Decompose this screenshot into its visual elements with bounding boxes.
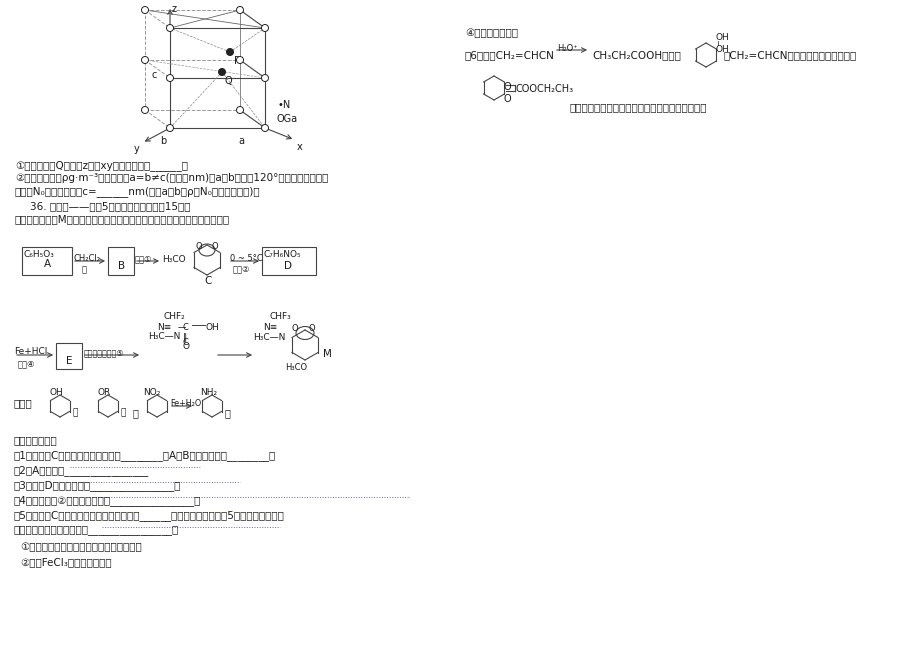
Text: OH: OH	[715, 45, 729, 54]
Text: OGa: OGa	[277, 114, 298, 124]
Text: a: a	[238, 136, 244, 146]
Text: 0 ~ 5°C: 0 ~ 5°C	[230, 254, 263, 263]
Text: 甲: 甲	[73, 408, 78, 417]
Text: （6）已知CH₂=CHCN: （6）已知CH₂=CHCN	[464, 50, 554, 60]
Text: ①画出晶胞中Q原子沿z轴在xy平面上的投影______。: ①画出晶胞中Q原子沿z轴在xy平面上的投影______。	[15, 160, 187, 171]
Text: （1）化合物C中的含氧官能团名称为________，A到B的反应类型为________。: （1）化合物C中的含氧官能团名称为________，A到B的反应类型为_____…	[14, 450, 276, 461]
Text: x: x	[297, 142, 302, 152]
Text: Fe+H₂O: Fe+H₂O	[170, 399, 201, 408]
Text: 据报道，化合物M对番茄灰霨菌有较好的抑菌活性，其合成路线如下图所示。: 据报道，化合物M对番茄灰霨菌有较好的抑菌活性，其合成路线如下图所示。	[15, 214, 230, 224]
Text: H₃CO: H₃CO	[162, 255, 186, 264]
Text: 乙: 乙	[121, 408, 126, 417]
Text: （4）写出反应②的化学方程式：________________。: （4）写出反应②的化学方程式：________________。	[14, 495, 201, 506]
Text: H₃CO: H₃CO	[285, 363, 307, 372]
Text: C: C	[204, 276, 211, 286]
Text: CH₃CH₂COOH，请以: CH₃CH₂COOH，请以	[591, 50, 680, 60]
Circle shape	[166, 25, 174, 31]
Text: OH: OH	[50, 388, 63, 397]
Circle shape	[236, 107, 244, 113]
Text: 的同分异构体的结构简式：________________。: 的同分异构体的结构简式：________________。	[14, 525, 179, 535]
Text: ①含苯环结构，能在碱性条件下发生水解；: ①含苯环结构，能在碱性条件下发生水解；	[20, 542, 142, 552]
Circle shape	[166, 124, 174, 132]
Text: •N: •N	[278, 100, 291, 110]
Text: ②能与FeCl₃发生显色反应；: ②能与FeCl₃发生显色反应；	[20, 557, 111, 567]
Text: N≡: N≡	[157, 323, 171, 332]
Circle shape	[236, 57, 244, 64]
Text: P: P	[233, 56, 240, 66]
Text: O: O	[183, 342, 190, 351]
Text: C: C	[183, 338, 188, 347]
Bar	[262, 247, 315, 275]
Text: COOCH₂CH₃: COOCH₂CH₃	[516, 84, 573, 94]
Text: CH₂Cl₂: CH₂Cl₂	[74, 254, 101, 263]
Circle shape	[261, 124, 268, 132]
Circle shape	[142, 107, 148, 113]
Text: 一定条件，反应⑤: 一定条件，反应⑤	[84, 348, 124, 357]
Text: 。: 。	[225, 408, 231, 418]
Text: O: O	[196, 242, 202, 251]
Text: O: O	[211, 242, 219, 251]
Text: —: —	[177, 323, 187, 332]
Text: 的値为N₀，则晶胞参数c=______nm(用含a、b、ρ、N₀的代数式表示)。: 的値为N₀，则晶胞参数c=______nm(用含a、b、ρ、N₀的代数式表示)。	[15, 186, 260, 197]
Circle shape	[142, 7, 148, 14]
Text: NH₂: NH₂	[199, 388, 217, 397]
Text: ，CH₂=CHCN和乙醇为原料合成化合物: ，CH₂=CHCN和乙醇为原料合成化合物	[723, 50, 857, 60]
Circle shape	[226, 49, 233, 55]
Circle shape	[236, 7, 244, 14]
Text: （2）A的名称为________________: （2）A的名称为________________	[14, 465, 149, 476]
Text: C: C	[183, 323, 188, 332]
Text: Fe+HCl: Fe+HCl	[14, 347, 47, 356]
Text: ；: ；	[133, 408, 139, 418]
Circle shape	[166, 74, 174, 81]
Text: A: A	[44, 259, 51, 269]
Text: OR: OR	[98, 388, 111, 397]
Text: 回答下列问题：: 回答下列问题：	[14, 435, 58, 445]
Text: N≡: N≡	[263, 323, 277, 332]
Text: ②该晶体密度为ρg·m⁻³，晶胞参数a=b≠c(单位：nm)，a、b夹角为120°，阿伏加德罗常数: ②该晶体密度为ρg·m⁻³，晶胞参数a=b≠c(单位：nm)，a、b夹角为120…	[15, 173, 328, 183]
Text: z: z	[172, 4, 176, 14]
Text: O: O	[291, 324, 299, 333]
Text: 已知：: 已知：	[14, 398, 33, 408]
Text: 碱: 碱	[82, 265, 87, 274]
Text: 反应①: 反应①	[135, 254, 153, 263]
Text: OH: OH	[206, 323, 220, 332]
Text: ‖: ‖	[183, 333, 187, 342]
Text: H₃C—N: H₃C—N	[253, 333, 285, 342]
Text: M: M	[323, 349, 332, 359]
Text: 反应②: 反应②	[233, 265, 250, 274]
Bar	[22, 247, 72, 275]
Circle shape	[261, 25, 268, 31]
Text: C₆H₅O₃: C₆H₅O₃	[24, 250, 55, 259]
Text: B: B	[118, 261, 125, 271]
Text: CHF₃: CHF₃	[269, 312, 291, 321]
Text: c: c	[152, 70, 157, 80]
Circle shape	[219, 68, 225, 76]
Text: b: b	[160, 136, 166, 146]
Text: H₂O⁺: H₂O⁺	[556, 44, 577, 53]
Text: （3）写出D的结构简式：________________。: （3）写出D的结构简式：________________。	[14, 480, 181, 491]
Text: CHF₂: CHF₂	[164, 312, 186, 321]
Text: Q: Q	[225, 76, 233, 86]
Text: （5）化合物C满足下列条件的同分异构体有______种，写出其中一种有5种不同种类氢原子: （5）化合物C满足下列条件的同分异构体有______种，写出其中一种有5种不同种…	[14, 510, 285, 521]
Circle shape	[142, 57, 148, 64]
Text: O: O	[504, 82, 511, 92]
Bar	[108, 247, 134, 275]
Circle shape	[261, 74, 268, 81]
Text: O: O	[504, 94, 511, 104]
Text: 36. 「化学——选修5：有机化学基础」（15分）: 36. 「化学——选修5：有机化学基础」（15分）	[30, 201, 190, 211]
Text: NO₂: NO₂	[142, 388, 160, 397]
Text: O: O	[309, 324, 315, 333]
Text: OH: OH	[715, 33, 729, 42]
Bar	[56, 343, 82, 369]
Text: C₇H₆NO₅: C₇H₆NO₅	[264, 250, 301, 259]
Text: D: D	[284, 261, 291, 271]
Text: y: y	[134, 144, 140, 154]
Text: 反应④: 反应④	[18, 359, 36, 368]
Text: H₃C—N: H₃C—N	[148, 332, 180, 341]
Text: ④能发生銀镜反应: ④能发生銀镜反应	[464, 28, 517, 38]
Text: E: E	[66, 356, 73, 366]
Text: ，写出制备的合成路线流程图（无机试剂任用）。: ，写出制备的合成路线流程图（无机试剂任用）。	[570, 102, 707, 112]
